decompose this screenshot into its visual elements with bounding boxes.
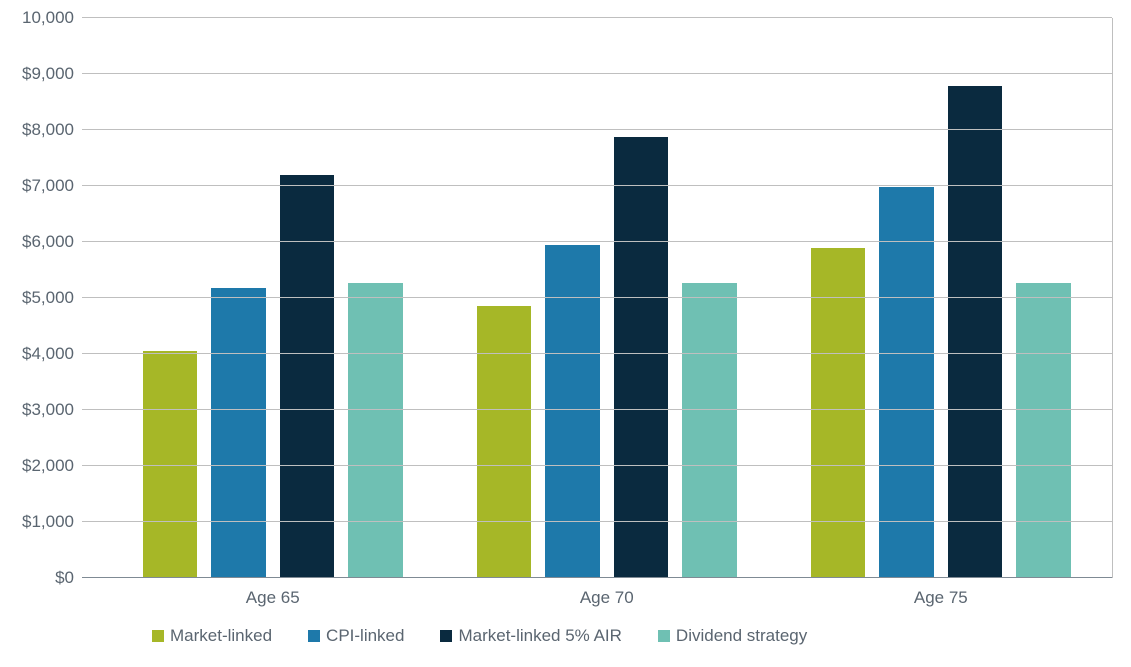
y-tick-label: $3,000 [22, 400, 82, 420]
gridline [82, 241, 1112, 242]
gridline [82, 73, 1112, 74]
gridline [82, 297, 1112, 298]
gridline [82, 129, 1112, 130]
legend-item: Market-linked [152, 626, 272, 646]
grouped-bar-chart: $0 $1,000 $2,000 $3,000 $4,000 $5,000 $6,000 $7… [12, 12, 1119, 655]
legend-label: Market-linked 5% AIR [458, 626, 621, 646]
y-tick-label: $9,000 [22, 64, 82, 84]
bar [682, 283, 737, 578]
gridline [82, 17, 1112, 18]
bar [879, 187, 934, 578]
gridline [82, 465, 1112, 466]
bar [1016, 283, 1071, 578]
y-tick-label: $7,000 [22, 176, 82, 196]
bar [477, 306, 532, 578]
y-tick-label: $1,000 [22, 512, 82, 532]
y-tick-label: $6,000 [22, 232, 82, 252]
y-tick-label: $8,000 [22, 120, 82, 140]
legend-item: CPI-linked [308, 626, 404, 646]
bars-layer [82, 18, 1112, 578]
bar [948, 86, 1003, 578]
bar [545, 245, 600, 578]
y-tick-label: $4,000 [22, 344, 82, 364]
y-tick-label: $0 [55, 568, 82, 588]
legend-label: Dividend strategy [676, 626, 807, 646]
legend-swatch [308, 630, 320, 642]
legend-item: Market-linked 5% AIR [440, 626, 621, 646]
bar [348, 283, 403, 578]
legend-swatch [152, 630, 164, 642]
y-tick-label: 10,000 [22, 8, 82, 28]
legend-label: Market-linked [170, 626, 272, 646]
legend-swatch [658, 630, 670, 642]
gridline [82, 185, 1112, 186]
gridline [82, 409, 1112, 410]
legend-label: CPI-linked [326, 626, 404, 646]
legend: Market-linked CPI-linked Market-linked 5% … [152, 626, 807, 646]
bar [614, 137, 669, 578]
legend-item: Dividend strategy [658, 626, 807, 646]
legend-swatch [440, 630, 452, 642]
y-tick-label: $5,000 [22, 288, 82, 308]
gridline [82, 353, 1112, 354]
y-tick-label: $2,000 [22, 456, 82, 476]
gridline [82, 521, 1112, 522]
x-tick-label: Age 75 [914, 578, 968, 608]
bar [211, 288, 266, 578]
x-tick-label: Age 65 [246, 578, 300, 608]
plot-area: $0$1,000$2,000$3,000$4,000$5,000$6,000$7… [82, 18, 1113, 578]
x-tick-label: Age 70 [580, 578, 634, 608]
bar [280, 175, 335, 578]
